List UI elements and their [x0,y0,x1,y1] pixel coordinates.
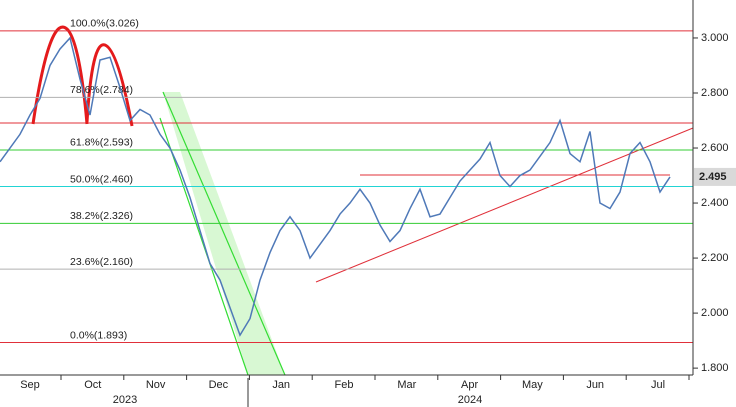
channel-line [162,91,286,376]
x-tick-label: Feb [335,379,354,391]
y-tick-label: 1.800 [701,362,729,374]
x-tick-label: Oct [84,379,101,391]
fib-label: 38.2%(2.326) [70,210,133,222]
price-line [0,36,671,337]
fib-label: 23.6%(2.160) [70,256,133,268]
y-tick-label: 3.000 [701,32,729,44]
y-tick-label: 2.200 [701,252,729,264]
last-price: 2.495 [699,171,727,183]
x-tick-label: May [522,379,543,391]
plot-area [0,0,693,375]
fib-label: 61.8%(2.593) [70,137,133,149]
x-tick-label: Nov [146,379,166,391]
x-tick-label: Dec [209,379,229,391]
x-tick-label: Apr [461,379,478,391]
fib-label: 78.6%(2.784) [70,84,133,96]
y-tick-label: 2.400 [701,197,729,209]
x-tick-label: Jan [272,379,290,391]
last-price-box [694,167,736,186]
y-tick-label: 2.800 [701,87,729,99]
shoulder-arc [85,43,134,127]
y-tick-label: 2.000 [701,307,729,319]
x-tick-label: Jul [651,379,665,391]
year-label: 2024 [458,394,482,406]
fib-label: 100.0%(3.026) [70,18,139,30]
x-tick-label: Jun [586,379,604,391]
year-label: 2023 [113,394,137,406]
channel-line [159,117,249,376]
shoulder-arc [31,25,89,125]
fib-label: 0.0%(1.893) [70,329,127,341]
fib-label: 50.0%(2.460) [70,173,133,185]
x-tick-label: Mar [397,379,416,391]
x-tick-label: Sep [20,379,40,391]
y-tick-label: 2.600 [701,142,729,154]
